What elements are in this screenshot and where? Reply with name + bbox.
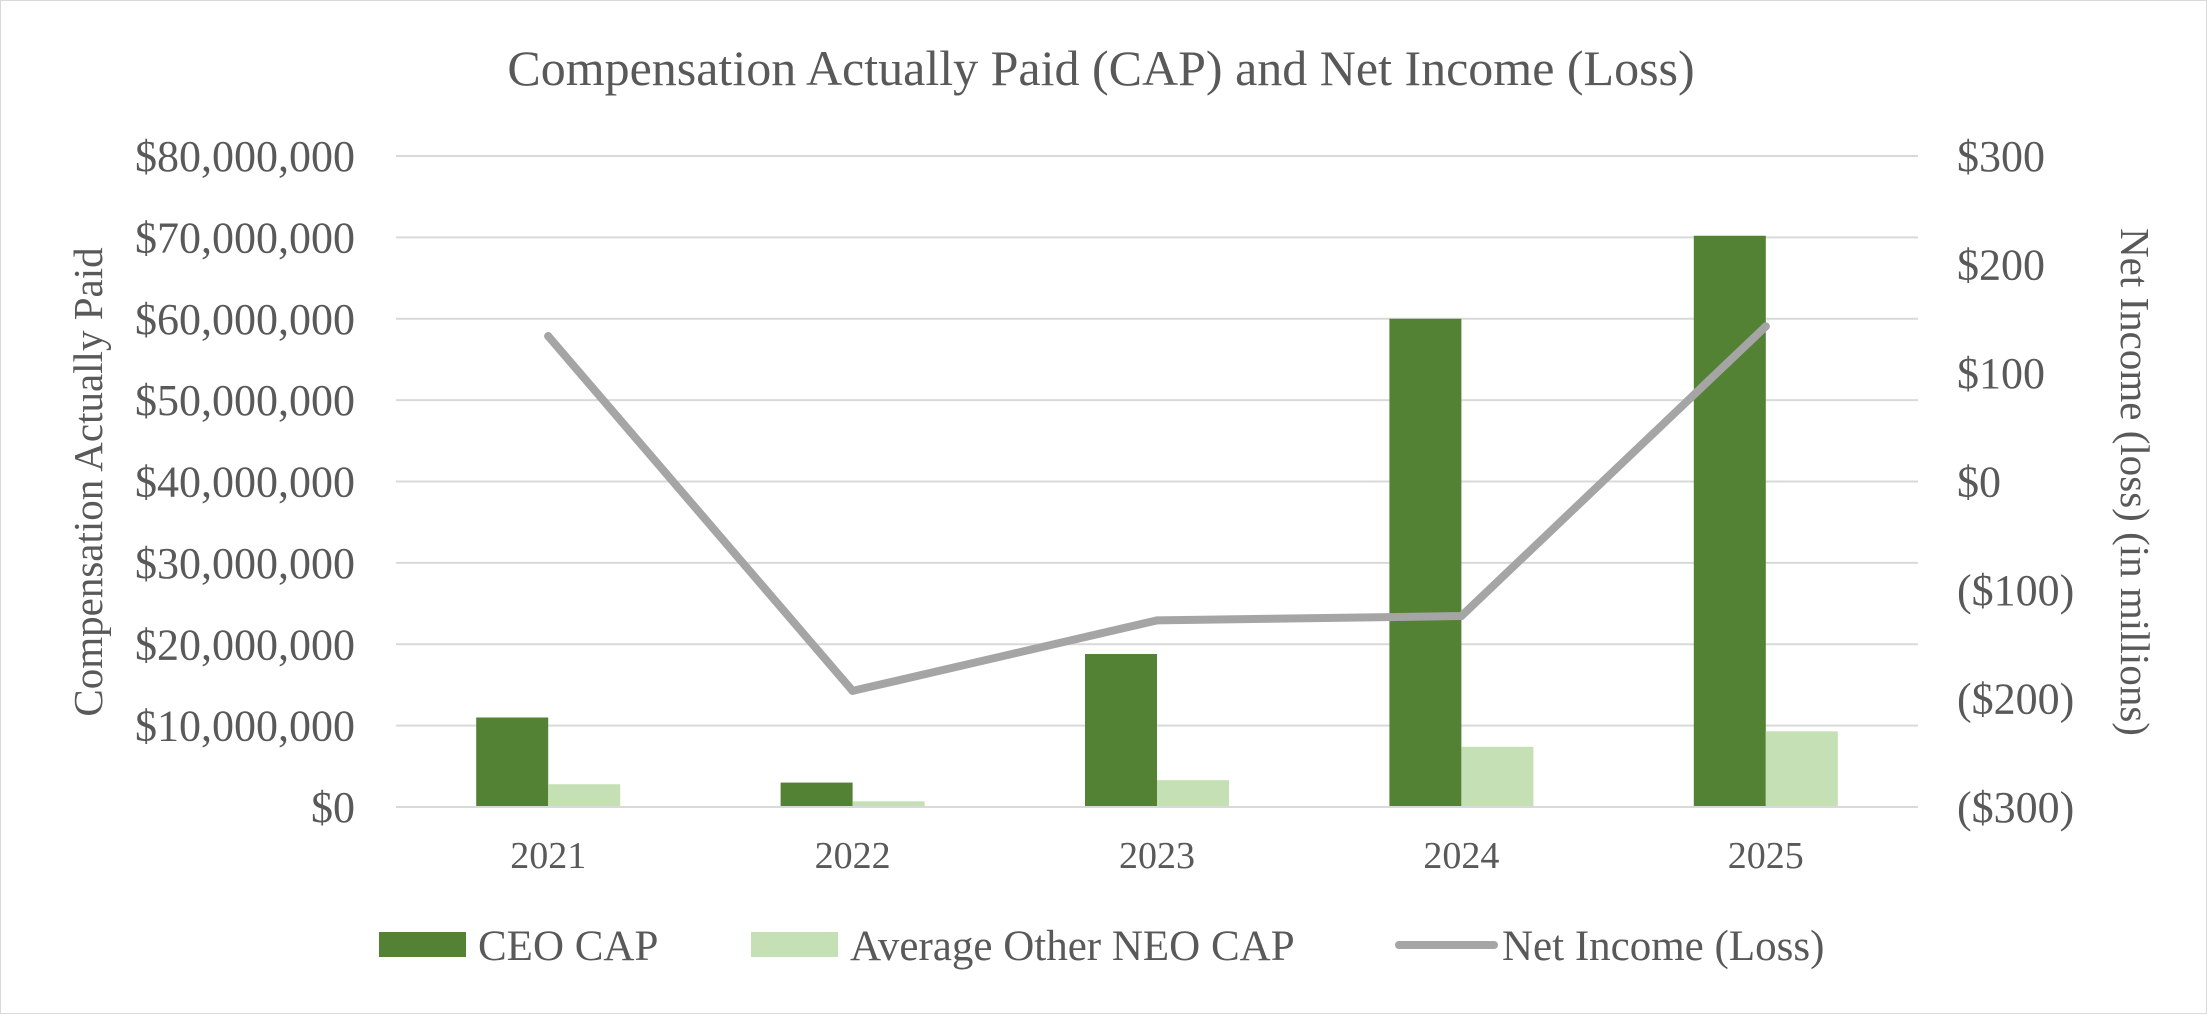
y-left-tick-label: $50,000,000 (135, 376, 355, 425)
other-neo-cap-bar (1765, 731, 1838, 807)
x-tick-label: 2021 (510, 835, 586, 877)
net-income-line-layer (544, 322, 1770, 695)
legend-swatch (379, 932, 466, 957)
other-neo-cap-bar (852, 801, 925, 807)
y-right-tick-label: $100 (1957, 349, 2045, 398)
y-left-tick-label: $20,000,000 (135, 620, 355, 669)
y-right-tick-label: $200 (1957, 241, 2045, 290)
x-tick-label: 2022 (815, 835, 891, 877)
y-left-tick-label: $40,000,000 (135, 458, 355, 507)
y-right-tick-label: $0 (1957, 458, 2001, 507)
ceo-cap-bar (1085, 654, 1157, 807)
y-left-tick-label: $80,000,000 (135, 132, 355, 181)
y-left-tick-label: $60,000,000 (135, 295, 355, 344)
y-left-tick-label: $0 (311, 783, 355, 832)
other-neo-cap-bar (1461, 746, 1534, 807)
y-left-tick-label: $30,000,000 (135, 539, 355, 588)
gridlines (396, 155, 1918, 727)
other-neo-cap-bar (1157, 780, 1229, 807)
ceo-cap-bar (1693, 235, 1766, 807)
axes: $0 $10,000,000 $20,000,000 $30,000,000 $40,0… (135, 132, 2074, 877)
x-tick-label: 2025 (1728, 835, 1804, 877)
x-tick-label: 2024 (1423, 835, 1499, 877)
y-right-tick-label: ($200) (1957, 675, 2074, 724)
legend: CEO CAP Average Other NEO CAP Net Income (… (379, 923, 1824, 970)
legend-other-neo-cap: Average Other NEO CAP (751, 923, 1295, 970)
net-income-point (848, 686, 857, 695)
legend-ceo-cap: CEO CAP (379, 923, 658, 970)
x-tick-label: 2023 (1119, 835, 1195, 877)
ceo-cap-bar (476, 717, 549, 807)
y-left-tick-label: $70,000,000 (135, 213, 355, 262)
net-income-point (1153, 616, 1161, 625)
y-axis-left-title: Compensation Actually Paid (65, 247, 111, 716)
net-income-line (544, 322, 1770, 695)
y-axis-right-title: Net Income (loss) (in millions) (2112, 228, 2158, 736)
ceo-cap-bar (780, 782, 853, 807)
legend-swatch (751, 932, 838, 957)
net-income-point (544, 332, 553, 341)
y-left-tick-label: $10,000,000 (135, 702, 355, 751)
legend-label: Average Other NEO CAP (850, 923, 1295, 970)
net-income-point (1761, 322, 1770, 331)
legend-label: Net Income (Loss) (1502, 923, 1824, 970)
bars (476, 235, 1838, 807)
ceo-cap-bar (1389, 318, 1462, 807)
chart-title: Compensation Actually Paid (CAP) and Net… (507, 40, 1694, 96)
y-right-tick-label: $300 (1957, 132, 2045, 181)
other-neo-cap-bar (548, 784, 621, 807)
net-income-point (1457, 612, 1466, 621)
y-right-tick-label: ($300) (1957, 783, 2074, 832)
legend-label: CEO CAP (478, 923, 658, 970)
legend-net-income: Net Income (Loss) (1395, 923, 1824, 970)
y-right-tick-label: ($100) (1957, 566, 2074, 615)
